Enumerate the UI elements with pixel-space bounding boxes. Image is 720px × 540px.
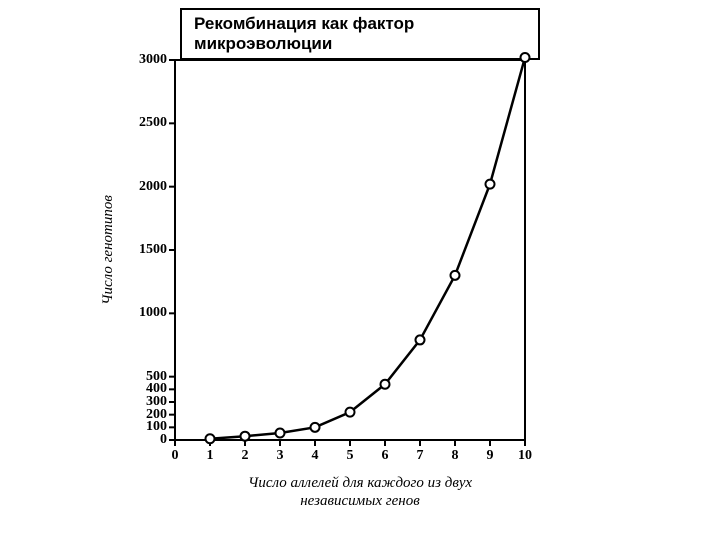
data-marker: [311, 423, 320, 432]
x-tick-label: 4: [312, 448, 319, 464]
y-tick-label: 2000: [139, 179, 167, 195]
data-marker: [486, 180, 495, 189]
chart-area: 010020030040050010001500200025003000 012…: [120, 50, 600, 500]
x-tick-label: 10: [518, 448, 532, 464]
x-tick-label: 7: [417, 448, 424, 464]
x-tick-label: 3: [277, 448, 284, 464]
y-tick-label: 3000: [139, 52, 167, 68]
line-chart: [120, 50, 600, 500]
x-tick-label: 6: [382, 448, 389, 464]
y-tick-label: 2500: [139, 115, 167, 131]
data-marker: [346, 408, 355, 417]
x-axis-label-line2: независимых генов: [300, 493, 420, 509]
data-marker: [451, 271, 460, 280]
x-axis-label-line1: Число аллелей для каждого из двух: [248, 475, 472, 491]
x-tick-label: 8: [452, 448, 459, 464]
x-tick-label: 9: [487, 448, 494, 464]
y-axis-label: Число генотипов: [100, 195, 117, 305]
data-marker: [381, 380, 390, 389]
x-tick-label: 0: [172, 448, 179, 464]
data-marker: [416, 335, 425, 344]
x-axis-label: Число аллелей для каждого из двух незави…: [160, 474, 560, 510]
data-marker: [206, 434, 215, 443]
x-tick-label: 2: [242, 448, 249, 464]
data-marker: [521, 53, 530, 62]
x-tick-label: 1: [207, 448, 214, 464]
data-marker: [241, 432, 250, 441]
y-tick-label: 500: [146, 369, 167, 385]
y-tick-label: 1000: [139, 305, 167, 321]
y-tick-label: 1500: [139, 242, 167, 258]
data-marker: [276, 429, 285, 438]
data-line: [210, 57, 525, 438]
x-tick-label: 5: [347, 448, 354, 464]
